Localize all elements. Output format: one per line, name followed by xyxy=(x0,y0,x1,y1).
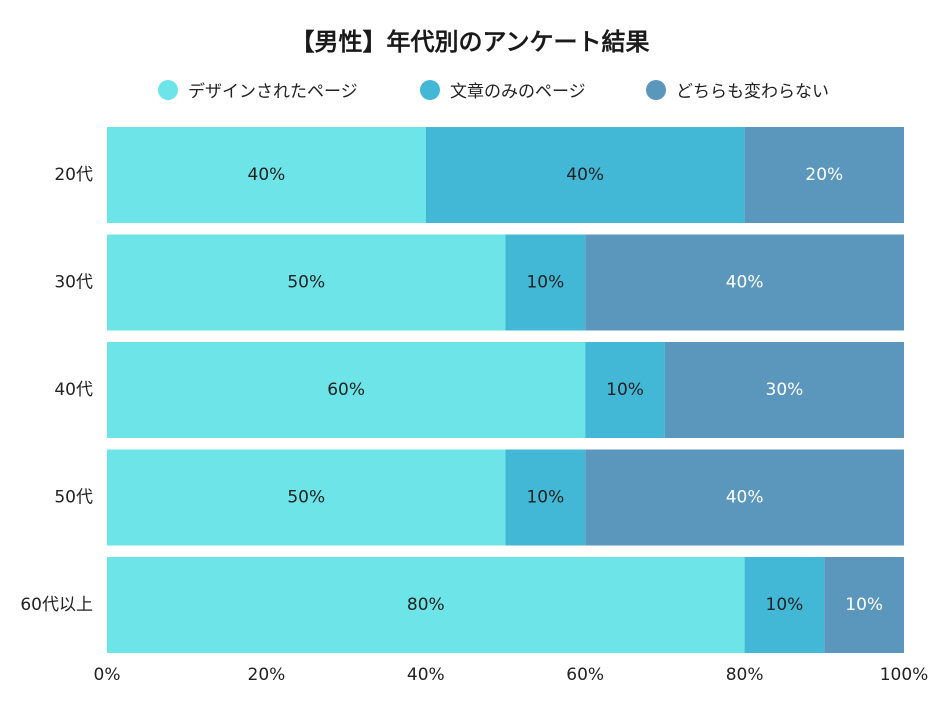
x-tick-label: 100% xyxy=(880,665,929,685)
data-label: 10% xyxy=(766,595,804,615)
legend-item-text-only-page: 文章のみのページ xyxy=(420,77,586,102)
bar-segment xyxy=(744,557,825,653)
legend-label-designed-page: デザインされたページ xyxy=(188,82,358,102)
data-label: 80% xyxy=(407,595,445,615)
bar-segment xyxy=(107,449,506,546)
x-tick-label: 40% xyxy=(407,665,445,685)
legend-label-text-only-page: 文章のみのページ xyxy=(450,82,586,102)
data-label: 40% xyxy=(726,488,764,508)
legend-swatch-designed-page xyxy=(158,79,178,100)
legend-label-no-difference: どちらも変わらない xyxy=(676,82,829,102)
data-label: 10% xyxy=(606,380,644,400)
bar-segment xyxy=(585,449,904,546)
data-label: 10% xyxy=(845,595,883,615)
bar-segment xyxy=(664,342,904,438)
data-label: 50% xyxy=(287,273,325,293)
bar-segment xyxy=(505,449,586,546)
data-label: 40% xyxy=(248,165,286,185)
bar-segment xyxy=(107,234,506,331)
bar-segment xyxy=(585,234,904,331)
chart-title: 【男性】年代別のアンケート結果 xyxy=(290,28,650,56)
data-label: 10% xyxy=(526,273,564,293)
data-label: 60% xyxy=(327,380,365,400)
data-label: 50% xyxy=(287,488,325,508)
bar-segment xyxy=(585,342,665,438)
bar-segment xyxy=(425,127,745,223)
data-label: 40% xyxy=(726,273,764,293)
category-label: 30代 xyxy=(54,273,93,293)
x-tick-label: 0% xyxy=(94,665,121,685)
bar-segment xyxy=(824,557,904,653)
bar-segment xyxy=(107,342,586,438)
bar-segment xyxy=(107,127,426,223)
category-label: 50代 xyxy=(54,488,93,508)
legend-swatch-no-difference xyxy=(646,79,666,100)
x-tick-label: 20% xyxy=(248,665,286,685)
legend-swatch-text-only-page xyxy=(420,79,440,100)
legend-item-designed-page: デザインされたページ xyxy=(158,77,358,102)
bar-segment xyxy=(505,234,586,331)
category-label: 60代以上 xyxy=(20,595,93,615)
category-label: 20代 xyxy=(54,165,93,185)
data-label: 30% xyxy=(766,380,804,400)
x-tick-label: 60% xyxy=(566,665,604,685)
bar-segment xyxy=(744,127,904,223)
data-label: 10% xyxy=(526,488,564,508)
category-label: 40代 xyxy=(54,380,93,400)
data-label: 20% xyxy=(805,165,843,185)
legend: デザインされたページ 文章のみのページ どちらも変わらない xyxy=(0,77,940,103)
legend-item-no-difference: どちらも変わらない xyxy=(646,77,829,102)
bar-segment xyxy=(107,557,745,653)
data-label: 40% xyxy=(566,165,604,185)
x-tick-label: 80% xyxy=(726,665,764,685)
